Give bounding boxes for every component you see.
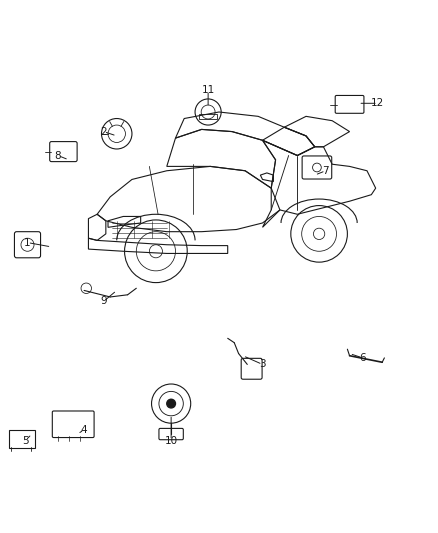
Circle shape xyxy=(167,399,176,408)
Text: 8: 8 xyxy=(55,150,61,160)
Text: 4: 4 xyxy=(81,425,88,435)
Text: 2: 2 xyxy=(100,126,107,136)
Text: 3: 3 xyxy=(259,359,266,369)
Text: 1: 1 xyxy=(24,238,31,247)
Text: 10: 10 xyxy=(165,435,178,446)
Text: 6: 6 xyxy=(359,353,366,363)
Text: 12: 12 xyxy=(371,98,385,108)
Text: 7: 7 xyxy=(322,166,329,176)
Text: 9: 9 xyxy=(100,296,107,306)
Text: 5: 5 xyxy=(22,435,28,446)
Text: 11: 11 xyxy=(201,85,215,95)
